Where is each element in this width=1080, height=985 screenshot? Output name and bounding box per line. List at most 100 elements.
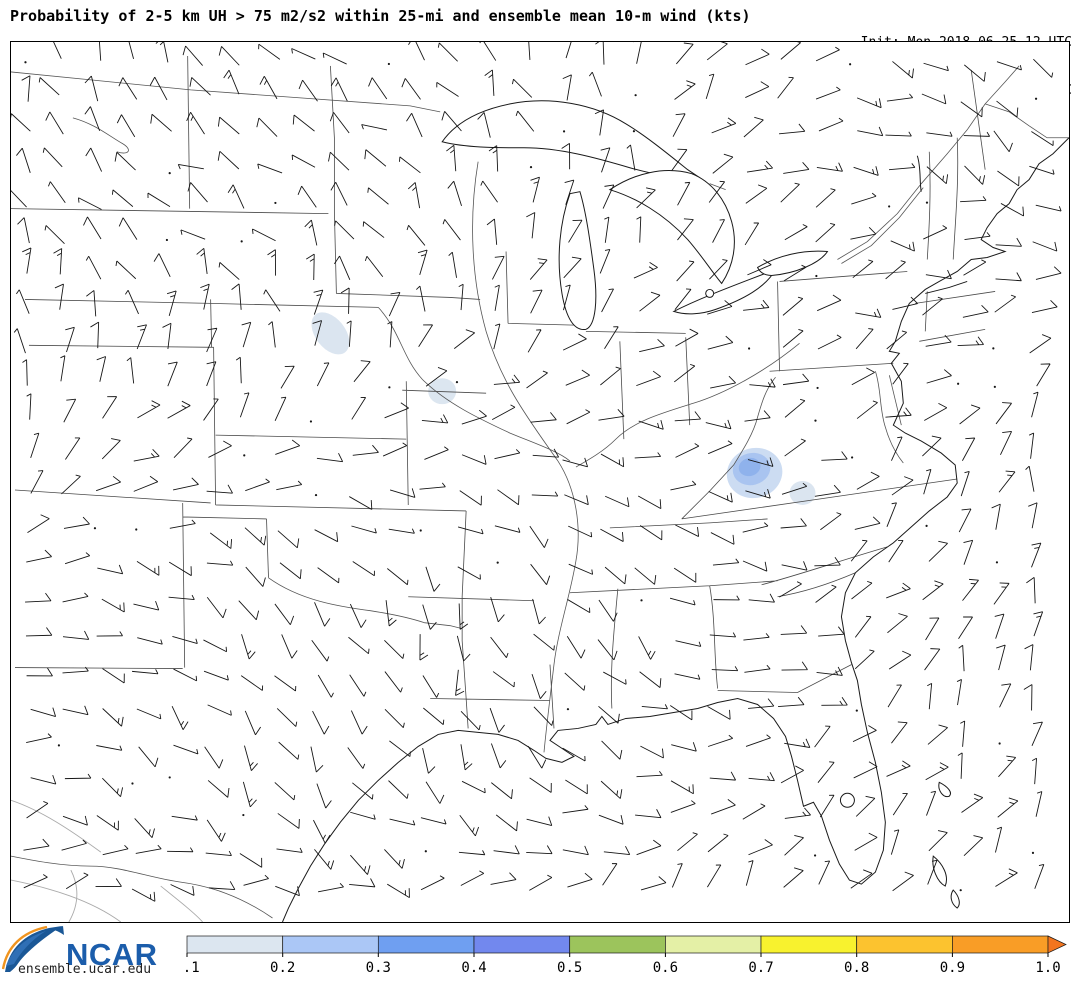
wind-barb [925, 762, 949, 781]
wind-barb [448, 251, 458, 278]
wind-barb [963, 539, 974, 565]
wind-barb [815, 222, 836, 243]
wind-barb [238, 600, 260, 621]
wind-barb [530, 289, 543, 314]
wind-barb [677, 181, 691, 206]
wind-barb [850, 226, 877, 240]
wind-barb [926, 369, 952, 384]
wind-barb [675, 640, 702, 647]
wind-barb [567, 872, 593, 888]
wind-barb [598, 705, 620, 724]
wind-barb [1028, 432, 1035, 459]
wind-barb [705, 419, 732, 430]
virginia-east-blob [789, 481, 816, 505]
wind-barb [854, 832, 878, 851]
wind-barb [850, 869, 873, 889]
wind-barb [892, 362, 909, 385]
wind-barb [997, 797, 1019, 818]
wind-barb [419, 634, 429, 661]
wind-barb [362, 221, 385, 238]
wind-barb [994, 613, 1005, 639]
ncar-logo-text: NCAR [66, 937, 158, 972]
wind-barb [886, 582, 911, 599]
wind-barb [526, 845, 553, 855]
wind-barb [562, 74, 572, 101]
colorbar-segment [186, 935, 284, 954]
wind-barb [461, 409, 487, 425]
calm-dot [998, 742, 1001, 745]
wind-barb [206, 596, 227, 619]
wind-barb [853, 761, 878, 779]
wind-barb [240, 675, 264, 691]
wind-barb [707, 833, 729, 853]
wind-barb [778, 696, 805, 708]
wind-barb [115, 260, 137, 280]
wind-barb [851, 192, 877, 205]
wind-barb [96, 356, 107, 382]
wind-barb [928, 540, 948, 562]
wind-barb [126, 357, 135, 384]
wind-barb [995, 868, 1018, 887]
wind-barb [817, 761, 835, 783]
wind-barb [781, 482, 808, 495]
calm-dot [424, 850, 427, 853]
wind-barb [54, 283, 64, 310]
calm-dot [168, 776, 171, 779]
wind-barb [276, 480, 303, 491]
wind-barb [349, 603, 367, 628]
wind-barb [21, 75, 31, 102]
wind-barb [96, 815, 119, 831]
wind-barb [208, 440, 232, 458]
wind-barb [209, 532, 233, 549]
wind-barb [281, 634, 298, 659]
wind-barb [497, 489, 520, 506]
colorbar-tick-label: 0.4 [461, 960, 486, 976]
wind-barb [53, 248, 63, 275]
wind-barb [223, 69, 240, 95]
wind-barb [964, 165, 986, 185]
wind-barb [334, 255, 351, 281]
wind-barb [674, 288, 692, 310]
wind-barb [604, 566, 627, 585]
wind-barb [203, 670, 229, 681]
wind-barb [814, 725, 831, 748]
wind-barb [995, 237, 1022, 247]
wind-barb [743, 299, 770, 311]
wind-barb [526, 370, 548, 389]
wind-barb [334, 220, 355, 240]
wind-barb [782, 373, 810, 386]
wind-barb [382, 442, 408, 457]
wind-barb [886, 502, 897, 527]
calm-dot [814, 419, 817, 422]
wind-barb [601, 740, 623, 760]
wind-barb [602, 184, 615, 209]
wind-barb [170, 884, 195, 896]
wind-barb [349, 674, 367, 697]
wind-barb [567, 599, 591, 613]
wind-barb [853, 166, 879, 176]
wind-barb [26, 801, 49, 819]
wind-barb [782, 329, 804, 348]
wind-barb [277, 813, 300, 829]
wind-barb [352, 444, 379, 456]
wind-barb [1031, 391, 1039, 418]
wind-barb [173, 668, 198, 682]
calm-dot [957, 382, 960, 385]
wind-barb [960, 720, 966, 747]
wind-barb [892, 296, 918, 310]
wind-barb [206, 560, 234, 566]
mexico-borders [11, 799, 203, 922]
wind-barb [322, 52, 347, 65]
wind-barb [61, 474, 81, 495]
wind-barb [780, 42, 801, 60]
wind-barb [206, 484, 233, 494]
wind-barb [62, 815, 88, 826]
wind-barb [562, 805, 589, 814]
wind-barb [45, 111, 64, 135]
wind-barb [86, 290, 97, 317]
wind-barb [314, 529, 339, 543]
wind-barb [312, 320, 323, 346]
wind-barb [528, 42, 531, 60]
wind-barb [705, 73, 715, 100]
wind-barb [102, 396, 118, 419]
